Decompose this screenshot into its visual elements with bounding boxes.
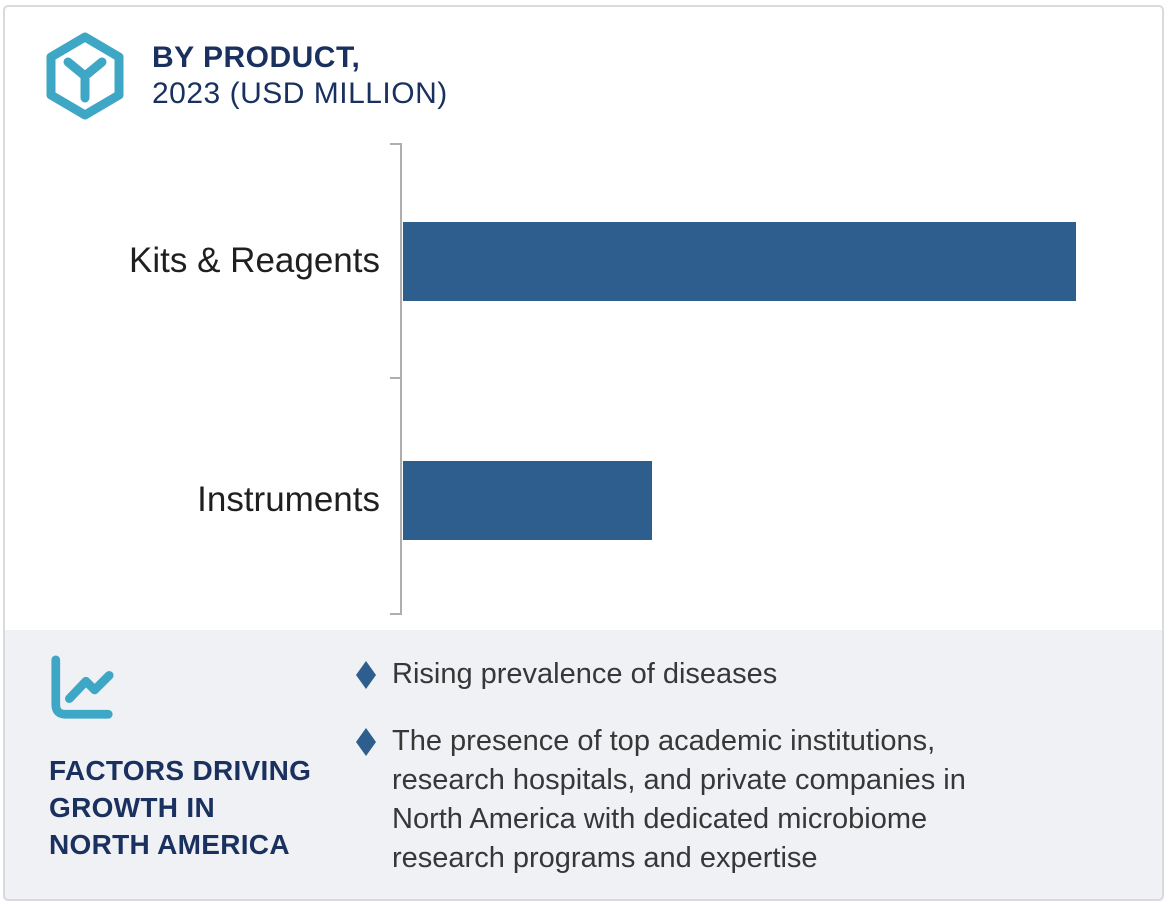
chart-title: BY PRODUCT, 2023 (USD MILLION) — [152, 40, 448, 112]
category-axis-line — [400, 143, 402, 615]
line-chart-icon — [51, 655, 114, 719]
bar-instruments — [403, 461, 652, 540]
bar-kits-reagents — [403, 222, 1076, 301]
axis-tick — [390, 377, 401, 379]
diamond-bullet-icon — [356, 728, 376, 756]
bullet-text: The presence of top academic institution… — [392, 725, 966, 874]
diamond-bullet-icon — [356, 661, 376, 689]
category-label-instruments: Instruments — [197, 480, 380, 519]
factors-heading: FACTORS DRIVING GROWTH IN NORTH AMERICA — [49, 755, 312, 860]
axis-tick — [390, 613, 401, 615]
list-item: Rising prevalence of diseases — [356, 655, 1056, 694]
factors-bullet-list: Rising prevalence of diseases The presen… — [356, 655, 1056, 878]
hexagon-y-logo-icon — [46, 32, 124, 120]
axis-tick — [390, 143, 401, 145]
factors-panel — [5, 630, 1162, 899]
list-item: The presence of top academic institution… — [356, 722, 1056, 878]
bullet-text: Rising prevalence of diseases — [392, 658, 778, 690]
category-label-kits-reagents: Kits & Reagents — [129, 241, 380, 280]
chart-title-line1: BY PRODUCT, — [152, 41, 361, 74]
chart-title-line2: 2023 (USD MILLION) — [152, 77, 448, 110]
